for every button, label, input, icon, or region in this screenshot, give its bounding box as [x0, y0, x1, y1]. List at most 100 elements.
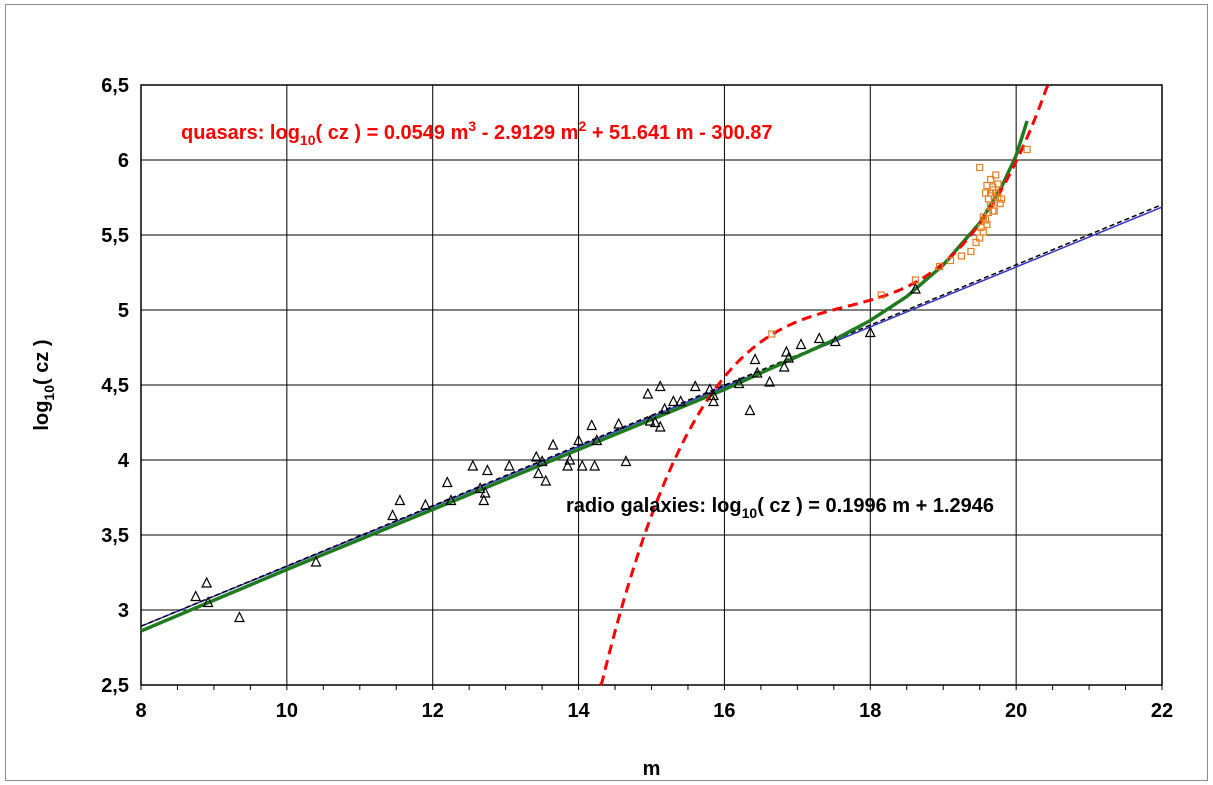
x-tick-label: 8 [135, 700, 146, 722]
radio-galaxy-point [708, 389, 719, 401]
data-points [190, 145, 1031, 623]
radio-galaxy-point [190, 590, 202, 602]
quasar-point [979, 213, 987, 221]
x-tick-label: 18 [859, 700, 881, 722]
radio-galaxy-point [649, 416, 661, 428]
quasar-point [984, 195, 993, 203]
x-axis-title: m [643, 758, 661, 780]
radio-galaxy-point [733, 377, 745, 389]
radio-galaxy-point [689, 380, 701, 392]
quasar-point [997, 195, 1006, 203]
radio-galaxy-point [813, 332, 825, 344]
radio-galaxy-point [764, 375, 776, 387]
quasar-point [911, 276, 920, 284]
quasar-point [768, 330, 776, 338]
radio-galaxy-point [675, 395, 687, 407]
radio-galaxy-point [547, 438, 559, 450]
quasar-point [979, 228, 987, 236]
radio-galaxy-point [591, 434, 603, 446]
radio-galaxy-point [586, 419, 598, 431]
radio-galaxy-point [589, 459, 601, 471]
quasar-point [983, 220, 991, 229]
radio-eq-sub: 10 [742, 505, 758, 521]
radio-galaxy-point [536, 455, 548, 467]
quasar-point [987, 189, 995, 197]
radio-galaxy-point [478, 494, 490, 506]
y-tick-label: 4,5 [101, 375, 129, 397]
radio-galaxy-point [562, 459, 574, 471]
radio-galaxy-point [419, 498, 431, 510]
quasar-eq-part2: - 2.9129 m [476, 122, 578, 144]
radio-galaxy-point [642, 387, 654, 399]
radio-galaxy-point [751, 366, 763, 378]
quasar-point [1023, 145, 1031, 154]
quasar-point [957, 252, 966, 260]
radio-galaxy-point [467, 459, 479, 471]
quasar-point [983, 181, 991, 190]
linear-dashed-fit-line [140, 203, 1163, 627]
radio-galaxy-point [503, 459, 515, 471]
quasar-eq-sub: 10 [300, 132, 316, 148]
radio-galaxy-point [474, 482, 486, 494]
radio-galaxy-point [445, 494, 457, 506]
quasar-eq-sup2: 2 [578, 118, 586, 134]
radio-galaxy-point [613, 417, 625, 429]
quasar-point [967, 247, 975, 256]
x-tick-label: 12 [422, 700, 444, 722]
radio-galaxy-point [749, 353, 761, 365]
y-tick-label: 6,5 [101, 75, 129, 97]
quasar-eq-part1: ( cz ) = 0.0549 m [316, 122, 469, 144]
radio-galaxy-point [576, 459, 588, 471]
quasar-equation: quasars: log10( cz ) = 0.0549 m3 - 2.912… [181, 118, 773, 148]
radio-galaxy-point [864, 326, 876, 338]
radio-galaxy-point [780, 345, 792, 357]
radio-galaxy-point [573, 434, 585, 446]
radio-galaxy-point [310, 555, 322, 567]
quasar-point [987, 175, 995, 184]
y-tick-label: 3 [118, 600, 129, 622]
radio-galaxy-point [564, 453, 576, 465]
radio-galaxy-point [233, 611, 245, 623]
axis-ticks: 8 10 12 14 16 18 20 22 2,5 3 3,5 4 4,5 5 5,5 6 6,5 [101, 75, 1173, 722]
radio-galaxies-equation: radio galaxies: log10( cz ) = 0.1996 m +… [566, 495, 994, 521]
quasar-point [946, 256, 955, 265]
quasar-point [976, 163, 984, 172]
radio-galaxy-point [441, 476, 453, 488]
radio-galaxy-point [532, 467, 544, 479]
quasar-point [990, 207, 998, 215]
quasar-point [992, 171, 1000, 179]
radio-galaxy-point [387, 509, 399, 521]
radio-galaxy-point [201, 576, 213, 588]
radio-eq-prefix: radio galaxies: log [566, 495, 742, 517]
radio-galaxy-point [778, 360, 790, 372]
radio-galaxy-point [667, 395, 679, 407]
radio-galaxy-point [795, 338, 807, 350]
radio-galaxy-point [540, 474, 552, 486]
y-tick-label: 6 [118, 150, 129, 172]
radio-galaxy-point [783, 351, 795, 363]
quasar-point [877, 291, 885, 299]
quasar-eq-sup1: 3 [468, 118, 476, 134]
y-tick-label: 5,5 [101, 225, 129, 247]
radio-galaxy-point [704, 383, 716, 395]
y-tick-label: 2,5 [101, 675, 129, 697]
x-tick-label: 20 [1005, 700, 1027, 722]
y-axis-title: log10( cz ) [31, 339, 57, 430]
radio-galaxy-point [202, 596, 214, 608]
radio-galaxy-point [481, 464, 493, 476]
radio-galaxy-point [620, 455, 632, 467]
y-tick-label: 5 [118, 300, 129, 322]
quasar-point [935, 262, 944, 271]
green-fit-curve [140, 120, 1029, 633]
radio-galaxy-point [654, 420, 666, 432]
quasar-point [994, 180, 1002, 188]
x-tick-label: 14 [567, 700, 590, 722]
quasar-eq-prefix: quasars: log [181, 122, 300, 144]
radio-galaxy-point [394, 494, 406, 506]
y-axis-title-sub: 10 [41, 385, 57, 401]
radio-galaxy-point [530, 450, 542, 462]
quasar-fit-curve [599, 84, 1050, 686]
radio-galaxy-point [829, 335, 841, 347]
y-axis-title-main: log [31, 401, 53, 431]
